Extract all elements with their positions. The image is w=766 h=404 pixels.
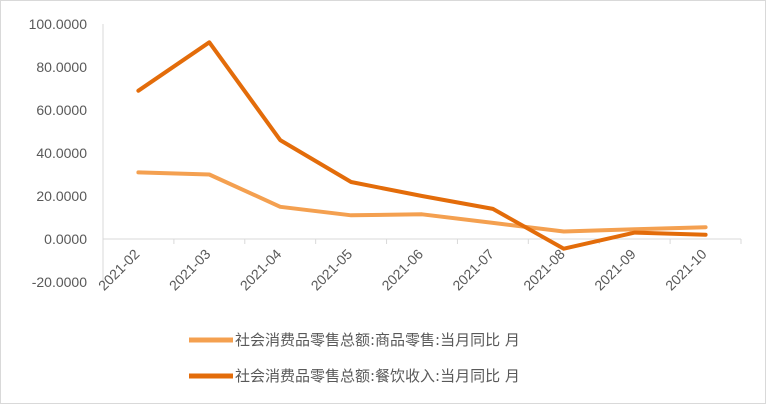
x-tick-label: 2021-07	[449, 246, 497, 294]
series-line-1	[136, 170, 708, 234]
y-tick-label: -20.0000	[32, 274, 87, 290]
x-tick-labels: 2021-02 2021-03 2021-04 2021-05 2021-06 2021-…	[95, 246, 710, 294]
legend-label-2: 社会消费品零售总额:餐饮收入:当月同比 月	[235, 367, 520, 385]
y-tick-labels: 100.0000 80.0000 60.0000 40.0000 20.0000 0.00…	[29, 16, 88, 290]
y-tick-label: 20.0000	[36, 188, 87, 204]
x-tick-label: 2021-08	[520, 246, 568, 294]
x-tick-label: 2021-04	[237, 246, 285, 294]
legend-label-1: 社会消费品零售总额:商品零售:当月同比 月	[235, 331, 520, 349]
x-tick-label: 2021-09	[591, 246, 639, 294]
x-tick-label: 2021-03	[166, 246, 214, 294]
y-tick-label: 0.0000	[44, 231, 87, 247]
x-tick-label: 2021-10	[662, 246, 710, 294]
series-line-2	[136, 40, 708, 251]
y-tick-label: 80.0000	[36, 59, 87, 75]
x-tick-label: 2021-02	[95, 246, 143, 294]
x-tick-label: 2021-05	[308, 246, 356, 294]
legend: 社会消费品零售总额:商品零售:当月同比 月社会消费品零售总额:餐饮收入:当月同比…	[189, 331, 520, 385]
x-tick-label: 2021-06	[378, 246, 426, 294]
y-tick-label: 40.0000	[36, 145, 87, 161]
y-tick-label: 60.0000	[36, 102, 87, 118]
series-lines	[136, 40, 708, 251]
y-tick-label: 100.0000	[29, 16, 88, 32]
axes	[102, 24, 742, 282]
